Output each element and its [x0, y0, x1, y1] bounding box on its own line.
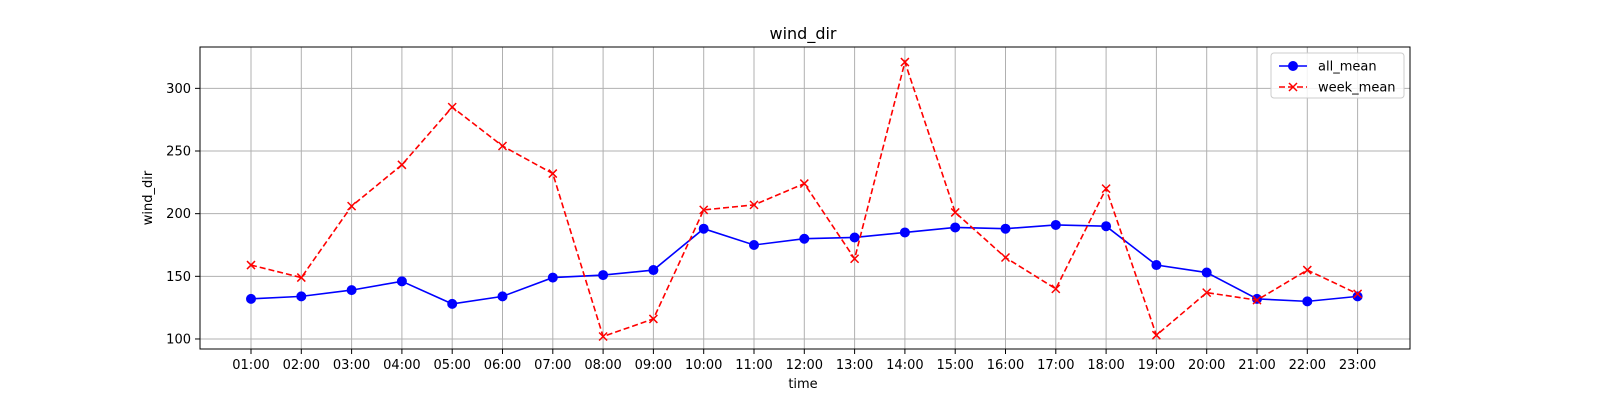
- data-point-all_mean: [1201, 267, 1212, 278]
- y-tick-label: 250: [166, 145, 191, 160]
- data-point-week_mean: [548, 169, 558, 179]
- x-tick-label: 07:00: [534, 358, 571, 373]
- x-tick-label: 05:00: [433, 358, 470, 373]
- x-tick-label: 03:00: [333, 358, 370, 373]
- data-point-all_mean: [246, 293, 256, 304]
- data-point-week_mean: [648, 314, 658, 324]
- legend-marker-all_mean: [1288, 61, 1298, 71]
- x-tick-label: 15:00: [936, 358, 973, 373]
- plot-frame: [199, 46, 1411, 350]
- x-tick-label: 16:00: [987, 358, 1024, 373]
- data-point-week_mean: [749, 200, 759, 210]
- series-group: [246, 57, 1363, 341]
- data-point-all_mean: [396, 276, 407, 287]
- x-tick-label: 06:00: [484, 358, 521, 373]
- data-point-week_mean: [1252, 295, 1262, 305]
- data-point-week_mean: [447, 102, 457, 112]
- data-point-all_mean: [648, 265, 659, 276]
- x-tick-label: 09:00: [635, 358, 672, 373]
- data-point-week_mean: [1302, 265, 1312, 275]
- x-tick-label: 02:00: [283, 358, 320, 373]
- data-point-all_mean: [346, 285, 357, 296]
- x-tick-label: 10:00: [685, 358, 722, 373]
- x-tick-label: 19:00: [1138, 358, 1175, 373]
- x-tick-label: 04:00: [383, 358, 420, 373]
- data-point-week_mean: [598, 331, 608, 341]
- data-point-all_mean: [1252, 293, 1262, 304]
- grid: [200, 47, 1410, 349]
- data-point-all_mean: [799, 233, 810, 244]
- data-point-week_mean: [950, 207, 960, 217]
- y-tick-label: 100: [166, 332, 191, 347]
- x-tick-label: 22:00: [1289, 358, 1326, 373]
- legend: all_mean week_mean: [1270, 52, 1405, 99]
- data-point-week_mean: [1353, 289, 1363, 299]
- data-point-all_mean: [749, 239, 759, 250]
- data-point-all_mean: [1352, 291, 1363, 302]
- data-point-week_mean: [246, 260, 256, 270]
- legend-label-all_mean: all_mean: [1318, 60, 1377, 75]
- y-tick-label: 300: [166, 82, 191, 97]
- data-point-all_mean: [849, 232, 860, 243]
- x-tick-label: 01:00: [232, 358, 269, 373]
- data-point-week_mean: [1202, 288, 1212, 298]
- data-point-all_mean: [1000, 223, 1011, 234]
- data-point-all_mean: [547, 272, 558, 283]
- x-tick-label: 17:00: [1037, 358, 1074, 373]
- data-point-all_mean: [1050, 219, 1061, 230]
- data-point-week_mean: [347, 201, 357, 211]
- series-all_mean: [246, 219, 1363, 309]
- x-tick-label: 23:00: [1339, 358, 1376, 373]
- data-point-week_mean: [1000, 252, 1011, 263]
- data-point-week_mean: [497, 141, 508, 151]
- x-tick-label: 08:00: [584, 358, 621, 373]
- chart-title: wind_dir: [769, 24, 836, 44]
- data-point-week_mean: [900, 57, 910, 67]
- data-point-all_mean: [447, 298, 458, 309]
- axes: 01:00 02:00 03:00 04:00 05:00 06:00 07:00 08:00…: [166, 46, 1411, 373]
- x-tick-label: 18:00: [1087, 358, 1124, 373]
- x-tick-label: 20:00: [1188, 358, 1225, 373]
- x-tick-label: 11:00: [735, 358, 772, 373]
- legend-label-week_mean: week_mean: [1318, 81, 1396, 96]
- data-point-all_mean: [497, 291, 508, 302]
- data-point-week_mean: [850, 254, 860, 264]
- data-point-all_mean: [1302, 296, 1313, 307]
- data-point-week_mean: [1101, 184, 1111, 194]
- legend-marker-week_mean: [1288, 82, 1298, 92]
- data-point-week_mean: [397, 160, 407, 170]
- data-point-all_mean: [1101, 221, 1112, 232]
- series-week_mean: [246, 57, 1363, 341]
- data-point-week_mean: [1051, 284, 1061, 294]
- y-tick-label: 150: [166, 270, 191, 285]
- data-point-all_mean: [296, 291, 307, 302]
- x-tick-label: 21:00: [1238, 358, 1275, 373]
- x-tick-label: 12:00: [786, 358, 823, 373]
- data-point-week_mean: [699, 205, 709, 215]
- data-point-week_mean: [799, 179, 809, 189]
- x-tick-label: 14:00: [886, 358, 923, 373]
- x-tick-label: 13:00: [836, 358, 873, 373]
- data-point-all_mean: [899, 227, 910, 238]
- x-axis-label: time: [788, 377, 817, 392]
- data-point-week_mean: [1151, 330, 1161, 340]
- data-point-all_mean: [698, 223, 709, 234]
- data-point-week_mean: [296, 273, 306, 283]
- data-point-all_mean: [598, 270, 609, 281]
- y-axis-label: wind_dir: [141, 170, 156, 225]
- y-tick-label: 200: [166, 207, 191, 222]
- data-point-all_mean: [950, 222, 961, 233]
- data-point-all_mean: [1151, 260, 1162, 271]
- legend-box: [1270, 52, 1405, 99]
